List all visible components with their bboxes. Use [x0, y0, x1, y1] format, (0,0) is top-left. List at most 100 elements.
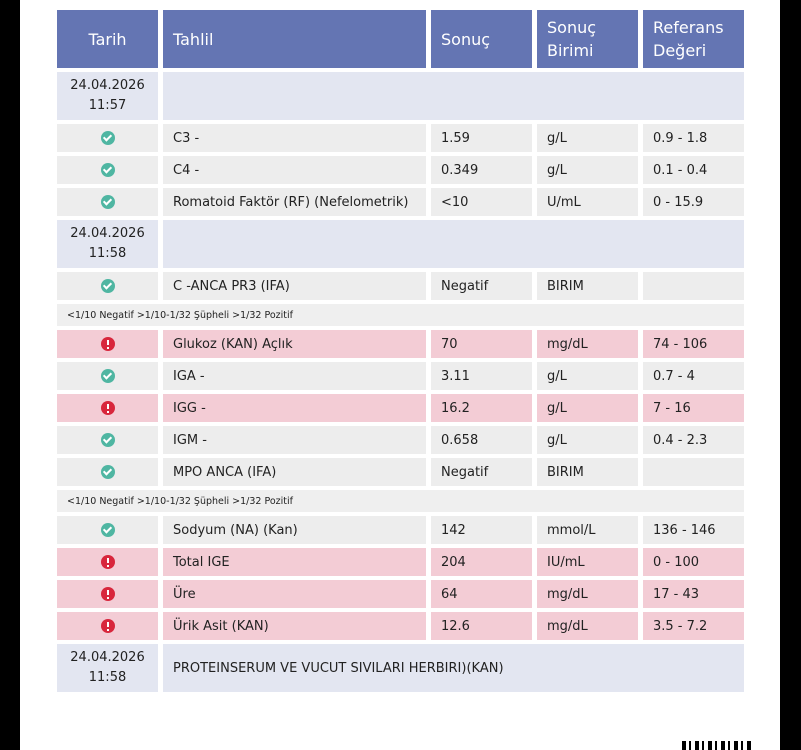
- table-row: C -ANCA PR3 (IFA) Negatif BIRIM: [57, 272, 744, 300]
- test-result: 1.59: [431, 124, 532, 152]
- qr-code: [682, 741, 754, 750]
- test-reference: 7 - 16: [643, 394, 744, 422]
- test-reference: 136 - 146: [643, 516, 744, 544]
- status-cell: [57, 330, 158, 358]
- test-reference: 17 - 43: [643, 580, 744, 608]
- date-group-row: 24.04.2026 11:58 PROTEINSERUM VE VUCUT SIV…: [57, 644, 744, 692]
- alert-icon: [100, 337, 115, 351]
- test-unit: g/L: [537, 394, 638, 422]
- test-result: 16.2: [431, 394, 532, 422]
- check-icon: [100, 369, 115, 383]
- lab-results-table: Tarih Tahlil Sonuç Sonuç Birimi Referans…: [52, 6, 749, 696]
- header-test: Tahlil: [163, 10, 426, 68]
- test-reference: 0 - 100: [643, 548, 744, 576]
- status-cell: [57, 548, 158, 576]
- alert-icon: [100, 587, 115, 601]
- test-result: 0.349: [431, 156, 532, 184]
- date-group-row: 24.04.2026 11:58: [57, 220, 744, 268]
- test-name: Ürik Asit (KAN): [163, 612, 426, 640]
- table-header: Tarih Tahlil Sonuç Sonuç Birimi Referans…: [57, 10, 744, 68]
- table-row: C4 -0.349 g/L 0.1 - 0.4: [57, 156, 744, 184]
- test-unit: mg/dL: [537, 330, 638, 358]
- test-name: Romatoid Faktör (RF) (Nefelometrik): [163, 188, 426, 216]
- test-name: IGA -: [163, 362, 426, 390]
- results-body: 24.04.2026 11:57 C3 -1.59 g/L 0.9 - 1.8 C4 -0…: [57, 72, 744, 692]
- test-result: 3.11: [431, 362, 532, 390]
- test-unit: g/L: [537, 156, 638, 184]
- status-cell: [57, 612, 158, 640]
- status-cell: [57, 580, 158, 608]
- header-date: Tarih: [57, 10, 158, 68]
- alert-icon: [100, 619, 115, 633]
- check-icon: [100, 279, 115, 293]
- test-reference: 74 - 106: [643, 330, 744, 358]
- table-row: IGM -0.658 g/L 0.4 - 2.3: [57, 426, 744, 454]
- test-unit: BIRIM: [537, 458, 638, 486]
- status-cell: [57, 156, 158, 184]
- status-cell: [57, 426, 158, 454]
- table-row: Total IGE 204 IU/mL 0 - 100: [57, 548, 744, 576]
- test-result: 0.658: [431, 426, 532, 454]
- test-result: Negatif: [431, 458, 532, 486]
- table-row: IGA -3.11 g/L 0.7 - 4: [57, 362, 744, 390]
- test-reference: 0.4 - 2.3: [643, 426, 744, 454]
- test-reference: [643, 272, 744, 300]
- test-unit: g/L: [537, 362, 638, 390]
- table-row: Sodyum (NA) (Kan) 142 mmol/L 136 - 146: [57, 516, 744, 544]
- group-datetime: 24.04.2026 11:58: [57, 220, 158, 268]
- table-row: Glukoz (KAN) Açlık 70 mg/dL 74 - 106: [57, 330, 744, 358]
- group-date: 24.04.2026: [70, 78, 145, 93]
- test-reference: 0.1 - 0.4: [643, 156, 744, 184]
- alert-icon: [100, 555, 115, 569]
- group-time: 11:58: [88, 246, 127, 261]
- test-name: C4 -: [163, 156, 426, 184]
- check-icon: [100, 163, 115, 177]
- test-unit: mg/dL: [537, 612, 638, 640]
- header-result: Sonuç: [431, 10, 532, 68]
- group-date: 24.04.2026: [70, 650, 145, 665]
- test-unit: mg/dL: [537, 580, 638, 608]
- test-reference: 3.5 - 7.2: [643, 612, 744, 640]
- test-name: Sodyum (NA) (Kan): [163, 516, 426, 544]
- table-row: Romatoid Faktör (RF) (Nefelometrik) <10 U/…: [57, 188, 744, 216]
- test-name: Üre: [163, 580, 426, 608]
- test-unit: g/L: [537, 124, 638, 152]
- test-name: MPO ANCA (IFA): [163, 458, 426, 486]
- test-unit: g/L: [537, 426, 638, 454]
- reference-note: <1/10 Negatif >1/10-1/32 Şüpheli >1/32 P…: [57, 490, 744, 512]
- test-name: IGG -: [163, 394, 426, 422]
- table-row: Üre 64 mg/dL 17 - 43: [57, 580, 744, 608]
- group-date: 24.04.2026: [70, 226, 145, 241]
- alert-icon: [100, 401, 115, 415]
- test-name: C3 -: [163, 124, 426, 152]
- status-cell: [57, 272, 158, 300]
- reference-note-row: <1/10 Negatif >1/10-1/32 Şüpheli >1/32 P…: [57, 490, 744, 512]
- group-title: PROTEINSERUM VE VUCUT SIVILARI HERBIRI)(…: [163, 644, 744, 692]
- check-icon: [100, 433, 115, 447]
- report-page: Tarih Tahlil Sonuç Sonuç Birimi Referans…: [20, 0, 780, 750]
- test-reference: 0 - 15.9: [643, 188, 744, 216]
- check-icon: [100, 131, 115, 145]
- test-result: Negatif: [431, 272, 532, 300]
- status-cell: [57, 458, 158, 486]
- check-icon: [100, 465, 115, 479]
- check-icon: [100, 195, 115, 209]
- status-cell: [57, 516, 158, 544]
- test-result: 204: [431, 548, 532, 576]
- test-result: 64: [431, 580, 532, 608]
- test-name: Glukoz (KAN) Açlık: [163, 330, 426, 358]
- status-cell: [57, 362, 158, 390]
- test-name: Total IGE: [163, 548, 426, 576]
- status-cell: [57, 124, 158, 152]
- test-reference: 0.7 - 4: [643, 362, 744, 390]
- header-reference: Referans Değeri: [643, 10, 744, 68]
- header-unit: Sonuç Birimi: [537, 10, 638, 68]
- test-reference: 0.9 - 1.8: [643, 124, 744, 152]
- group-title: [163, 220, 744, 268]
- test-result: 142: [431, 516, 532, 544]
- test-unit: BIRIM: [537, 272, 638, 300]
- test-unit: mmol/L: [537, 516, 638, 544]
- table-row: MPO ANCA (IFA) Negatif BIRIM: [57, 458, 744, 486]
- test-name: C -ANCA PR3 (IFA): [163, 272, 426, 300]
- check-icon: [100, 523, 115, 537]
